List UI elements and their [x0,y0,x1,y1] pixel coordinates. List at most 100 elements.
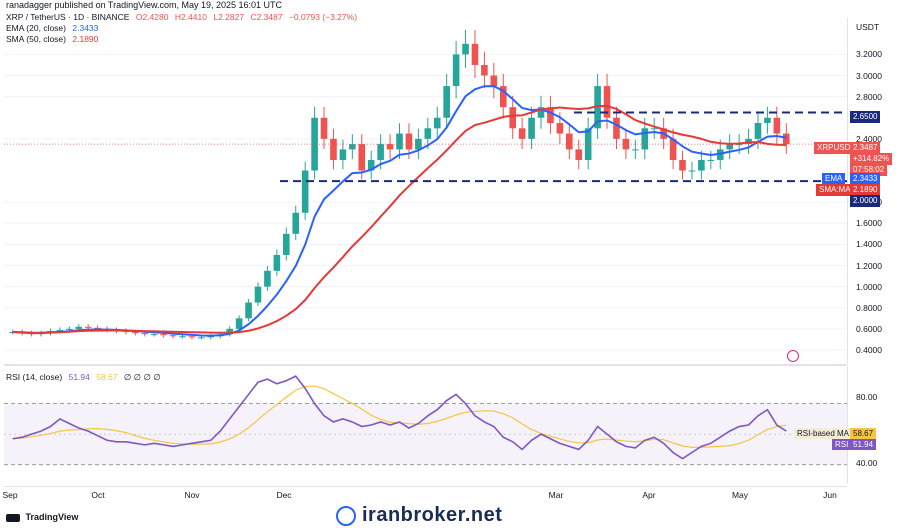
candle-body [698,159,705,171]
candle-body [188,336,196,338]
candle-body [481,64,488,76]
candle-body [556,123,564,134]
tradingview-logo[interactable]: TradingView [6,512,78,522]
candle-body [169,335,177,337]
candle-body [688,170,696,172]
open-value: O2.4280 [135,12,169,22]
candle-body [735,144,743,146]
candle-body [367,159,375,171]
candle-body [452,54,460,87]
rsi-legend-label: RSI (14, close) [6,372,63,382]
price-tick: 0.8000 [856,302,882,313]
ema-axis-label: EMA [822,173,846,185]
change-value: −0.0793 (−3.27%) [288,12,358,22]
rsi-ma-value-tag: 58.67 [850,428,877,439]
candle-body [528,117,535,139]
pane-divider[interactable] [4,364,847,366]
time-axis[interactable]: Sep Oct Nov Dec Mar Apr May Jun [2,486,847,503]
candle-body [764,117,771,124]
candle-body [632,149,639,151]
candle-body [669,138,677,160]
low-value: L2.2827 [213,12,245,22]
close-value: C2.3487 [250,12,283,22]
symbol-title: XRP / TetherUS · 1D · BINANCE [6,12,130,22]
price-tick: 1.4000 [856,239,882,250]
chart-trend-icon [336,506,356,526]
tv-logo-icon [6,513,20,522]
candle-body [84,326,92,328]
time-label-jun: Jun [823,490,837,500]
candle-body [132,332,139,334]
candle-body [707,159,715,161]
candle-body [349,144,356,150]
candle-body [499,86,507,108]
rsi-label-tag: RSI [832,439,852,450]
candle-body [226,328,233,335]
candle-body [509,107,517,129]
ema-legend[interactable]: EMA (20, close) 2.3433 [6,23,98,33]
sma-legend[interactable]: SMA (50, close) 2.1890 [6,34,98,44]
price-chart[interactable] [4,18,847,364]
candle-body [433,117,441,129]
rsi-value-tag: 51.94 [850,439,877,450]
candle-body [330,138,337,160]
sma-line [12,105,787,335]
replay-clock-icon[interactable] [787,350,799,362]
candle-body [245,302,252,319]
candle-body [726,144,733,150]
price-tick: 3.2000 [856,49,882,60]
candle-body [377,144,384,160]
rsi-chart[interactable] [4,366,847,484]
time-label-oct: Oct [91,490,105,500]
ema-legend-value: 2.3433 [72,23,99,33]
candle-body [66,328,73,330]
candle-body [311,117,318,171]
rsi-ma-label-tag: RSI-based MA [794,428,853,439]
support-tag: 2.0000 [850,195,881,207]
currency-label[interactable]: USDT [856,22,880,32]
rsi-legend[interactable]: RSI (14, close) 51.94 58.67 ∅ ∅ ∅ ∅ [6,372,161,383]
ema-legend-label: EMA (20, close) [6,23,66,33]
price-tick: 2.8000 [856,91,882,102]
tv-brand-text: TradingView [25,512,79,522]
candle-body [679,159,686,171]
candle-body [207,336,215,338]
price-axis[interactable]: USDT 3.20003.00002.80002.40001.80001.600… [814,18,900,364]
rsi-axis[interactable]: 80.00 40.00 RSI-based MA 58.67 RSI 51.94 [794,366,900,484]
candle-body [594,86,601,129]
price-tick: 3.0000 [856,70,882,81]
candle-body [603,86,611,118]
candle-body [254,286,262,303]
candle-body [160,334,167,336]
sma-legend-value: 2.1890 [72,34,99,44]
resistance-tag: 2.6500 [850,111,881,123]
candle-body [292,212,300,234]
candle-body [547,107,554,124]
high-value: H2.4410 [174,12,207,22]
candle-body [424,128,432,139]
time-label-dec: Dec [276,490,292,500]
symbol-legend[interactable]: XRP / TetherUS · 1D · BINANCE O2.4280 H2… [6,12,357,22]
candle-body [641,128,649,150]
candle-body [75,326,83,329]
candle-body [490,75,498,87]
price-tick: 1.6000 [856,218,882,229]
candle-body [179,336,186,338]
candle-body [518,128,526,139]
candle-body [141,333,149,335]
candle-body [339,149,347,160]
candle-body [462,43,469,55]
candle-body [198,337,205,339]
rsi-line [12,375,787,460]
candle-body [754,123,762,139]
rsi-legend-value: 51.94 [68,372,90,382]
candle-body [150,334,158,336]
rsi-tick-40: 40.00 [856,458,878,468]
candle-body [471,43,479,65]
candle-body [386,144,394,150]
sma-legend-label: SMA (50, close) [6,34,66,44]
candle-body [782,133,790,145]
ema-axis-value: 2.3433 [850,173,881,185]
rsi-tick-80: 80.00 [856,392,878,402]
publisher-header: ranadagger published on TradingView.com,… [6,0,283,10]
